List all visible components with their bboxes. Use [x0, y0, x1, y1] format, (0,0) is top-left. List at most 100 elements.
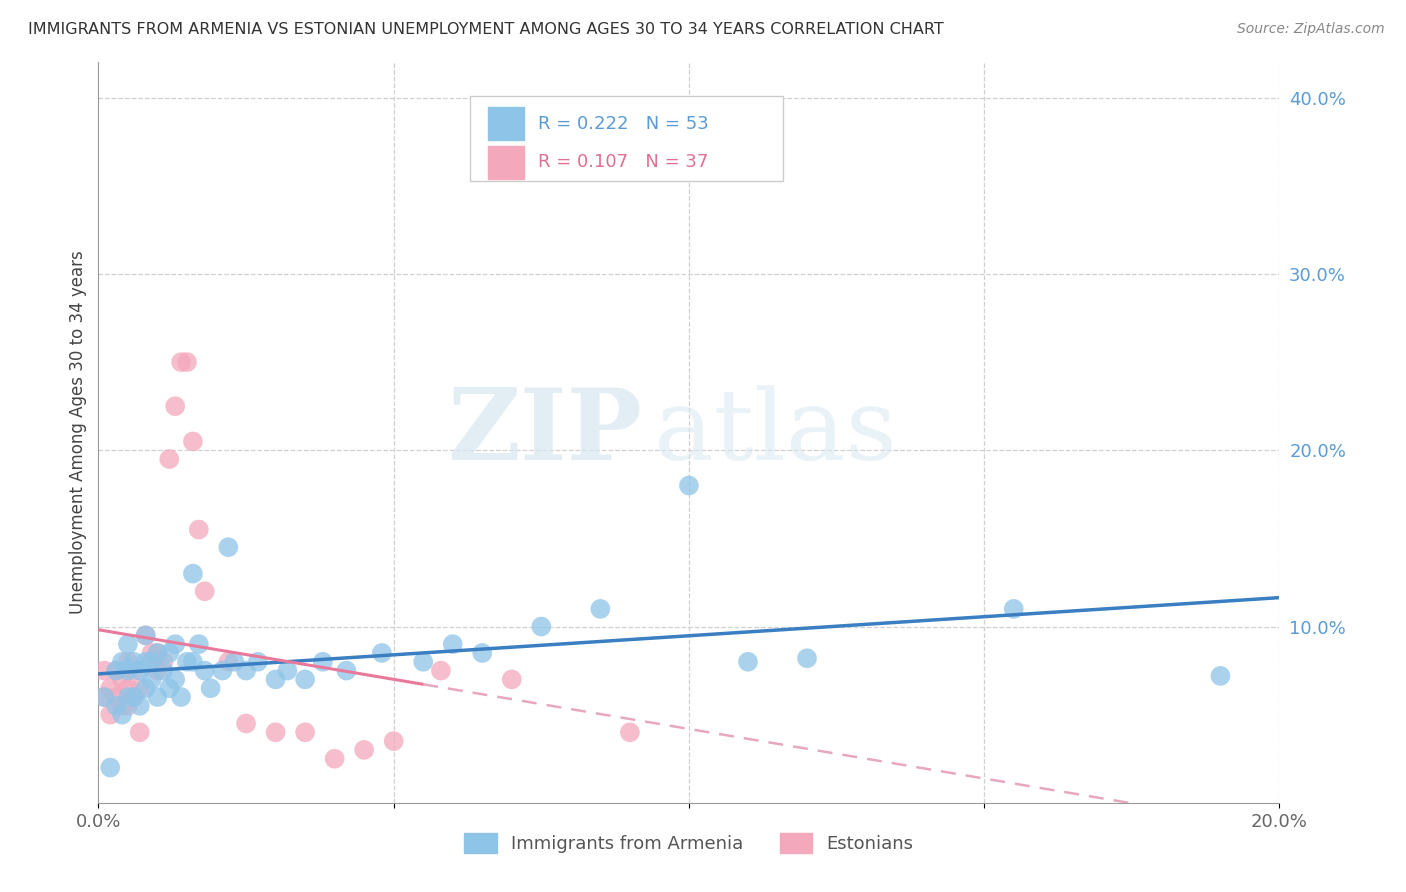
Point	[93, 690, 115, 704]
Point	[98, 760, 121, 774]
Point	[98, 681, 121, 696]
Point	[128, 664, 150, 678]
Point	[170, 355, 193, 369]
Point	[312, 655, 335, 669]
Point	[128, 681, 150, 696]
Legend: Immigrants from Armenia, Estonians: Immigrants from Armenia, Estonians	[457, 826, 921, 861]
Point	[471, 646, 494, 660]
Point	[412, 655, 434, 669]
Point	[501, 673, 523, 687]
Point	[93, 664, 115, 678]
Point	[165, 637, 187, 651]
Point	[157, 646, 180, 660]
Text: R = 0.107   N = 37: R = 0.107 N = 37	[537, 153, 709, 171]
Point	[135, 681, 157, 696]
Point	[111, 673, 134, 687]
Point	[1209, 669, 1232, 683]
Point	[141, 646, 163, 660]
Point	[122, 664, 145, 678]
Point	[294, 725, 316, 739]
Point	[224, 655, 246, 669]
Point	[276, 664, 298, 678]
Point	[146, 664, 169, 678]
Point	[737, 655, 759, 669]
Point	[194, 664, 217, 678]
Point	[152, 655, 174, 669]
Point	[235, 716, 257, 731]
Point	[353, 743, 375, 757]
Point	[530, 619, 553, 633]
Point	[589, 602, 612, 616]
Point	[382, 734, 405, 748]
Point	[111, 655, 134, 669]
Point	[157, 681, 180, 696]
Point	[181, 434, 204, 449]
Point	[117, 698, 139, 713]
Point	[157, 452, 180, 467]
Point	[619, 725, 641, 739]
Point	[117, 664, 139, 678]
Point	[187, 523, 209, 537]
Point	[323, 752, 346, 766]
Point	[128, 698, 150, 713]
Text: atlas: atlas	[654, 384, 896, 481]
Point	[105, 698, 128, 713]
Point	[441, 637, 464, 651]
Point	[122, 690, 145, 704]
Point	[211, 664, 233, 678]
Bar	[488, 145, 523, 179]
Point	[176, 355, 198, 369]
Point	[141, 655, 163, 669]
Point	[105, 664, 128, 678]
Text: R = 0.222   N = 53: R = 0.222 N = 53	[537, 114, 709, 133]
Y-axis label: Unemployment Among Ages 30 to 34 years: Unemployment Among Ages 30 to 34 years	[69, 251, 87, 615]
Point	[187, 637, 209, 651]
Point	[117, 637, 139, 651]
Point	[122, 655, 145, 669]
Point	[111, 698, 134, 713]
Point	[235, 664, 257, 678]
Point	[165, 673, 187, 687]
Point	[146, 690, 169, 704]
Point	[181, 655, 204, 669]
Point	[194, 584, 217, 599]
Point	[93, 690, 115, 704]
Point	[371, 646, 394, 660]
Point	[264, 725, 287, 739]
Point	[135, 655, 157, 669]
Point	[170, 690, 193, 704]
Point	[105, 690, 128, 704]
Point	[176, 655, 198, 669]
Point	[181, 566, 204, 581]
Point	[678, 478, 700, 492]
FancyBboxPatch shape	[471, 95, 783, 181]
Point	[122, 690, 145, 704]
Point	[128, 725, 150, 739]
Point	[117, 681, 139, 696]
Text: ZIP: ZIP	[447, 384, 641, 481]
Point	[796, 651, 818, 665]
Point	[200, 681, 222, 696]
Point	[146, 646, 169, 660]
Point	[141, 673, 163, 687]
Point	[152, 664, 174, 678]
Point	[117, 655, 139, 669]
Point	[217, 540, 239, 554]
Point	[217, 655, 239, 669]
Bar	[488, 107, 523, 140]
Point	[294, 673, 316, 687]
Point	[430, 664, 453, 678]
Text: Source: ZipAtlas.com: Source: ZipAtlas.com	[1237, 22, 1385, 37]
Point	[146, 646, 169, 660]
Point	[264, 673, 287, 687]
Point	[335, 664, 357, 678]
Point	[1002, 602, 1025, 616]
Point	[117, 690, 139, 704]
Point	[135, 628, 157, 642]
Point	[111, 707, 134, 722]
Point	[246, 655, 269, 669]
Point	[105, 664, 128, 678]
Text: IMMIGRANTS FROM ARMENIA VS ESTONIAN UNEMPLOYMENT AMONG AGES 30 TO 34 YEARS CORRE: IMMIGRANTS FROM ARMENIA VS ESTONIAN UNEM…	[28, 22, 943, 37]
Point	[165, 399, 187, 413]
Point	[98, 707, 121, 722]
